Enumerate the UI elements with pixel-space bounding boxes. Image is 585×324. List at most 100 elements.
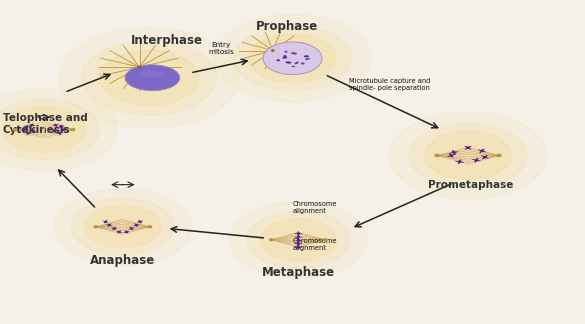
Circle shape [467, 147, 469, 148]
Ellipse shape [119, 230, 121, 232]
Ellipse shape [56, 133, 60, 134]
Circle shape [148, 226, 152, 228]
Ellipse shape [140, 222, 142, 223]
Ellipse shape [452, 154, 455, 156]
Text: Telophase and
Cytokinesis: Telophase and Cytokinesis [3, 113, 88, 134]
Ellipse shape [30, 130, 33, 131]
Ellipse shape [474, 160, 477, 163]
Circle shape [139, 221, 141, 222]
Circle shape [229, 202, 367, 278]
Ellipse shape [305, 58, 310, 60]
Ellipse shape [301, 62, 305, 64]
Ellipse shape [299, 240, 302, 241]
Ellipse shape [298, 238, 299, 240]
Ellipse shape [60, 133, 61, 135]
Ellipse shape [63, 129, 67, 130]
Ellipse shape [104, 222, 106, 223]
Circle shape [130, 228, 132, 229]
Text: Chromosome
alignment: Chromosome alignment [292, 238, 337, 251]
Ellipse shape [61, 128, 63, 130]
Ellipse shape [455, 161, 459, 162]
Circle shape [271, 50, 274, 51]
Ellipse shape [129, 227, 132, 228]
Circle shape [459, 161, 460, 162]
Circle shape [497, 155, 501, 156]
Ellipse shape [115, 228, 117, 229]
Ellipse shape [51, 131, 54, 132]
Ellipse shape [294, 240, 298, 241]
Ellipse shape [481, 156, 484, 157]
Ellipse shape [298, 231, 299, 234]
Ellipse shape [298, 241, 299, 243]
Circle shape [71, 198, 174, 255]
Circle shape [249, 34, 336, 82]
Ellipse shape [482, 149, 484, 151]
Circle shape [82, 40, 216, 115]
Circle shape [109, 225, 110, 226]
Ellipse shape [29, 124, 32, 125]
Ellipse shape [298, 242, 299, 244]
Circle shape [481, 150, 483, 151]
Ellipse shape [127, 231, 129, 232]
Ellipse shape [136, 225, 138, 227]
Ellipse shape [106, 224, 109, 225]
Ellipse shape [476, 158, 479, 160]
Ellipse shape [138, 71, 164, 78]
Text: Anaphase: Anaphase [90, 254, 156, 267]
Circle shape [126, 231, 128, 232]
Circle shape [136, 225, 137, 226]
Circle shape [55, 125, 57, 126]
Circle shape [450, 155, 452, 156]
Ellipse shape [298, 244, 299, 246]
Ellipse shape [129, 228, 131, 229]
Ellipse shape [299, 243, 302, 244]
Ellipse shape [123, 232, 126, 233]
Text: Metaphase: Metaphase [262, 266, 335, 279]
Ellipse shape [477, 160, 481, 161]
Ellipse shape [33, 131, 37, 132]
Ellipse shape [284, 51, 288, 53]
Ellipse shape [33, 129, 35, 131]
Ellipse shape [108, 225, 109, 227]
Ellipse shape [291, 52, 295, 54]
Circle shape [297, 240, 300, 241]
Ellipse shape [485, 157, 488, 159]
Ellipse shape [54, 123, 56, 125]
Ellipse shape [455, 151, 459, 153]
Circle shape [60, 126, 62, 127]
Circle shape [390, 112, 546, 199]
Ellipse shape [117, 232, 119, 234]
Ellipse shape [299, 247, 302, 248]
Ellipse shape [138, 220, 140, 222]
Ellipse shape [485, 155, 488, 157]
Circle shape [138, 66, 141, 68]
Ellipse shape [135, 224, 136, 225]
Circle shape [31, 125, 33, 126]
Circle shape [105, 221, 106, 222]
Ellipse shape [61, 126, 64, 127]
Text: Entry
mitosis: Entry mitosis [208, 42, 234, 55]
Ellipse shape [32, 123, 33, 125]
Ellipse shape [125, 230, 126, 232]
Ellipse shape [114, 227, 116, 228]
Ellipse shape [30, 125, 32, 127]
Ellipse shape [109, 225, 112, 226]
Text: Prometaphase: Prometaphase [428, 180, 514, 191]
Ellipse shape [283, 55, 287, 57]
Circle shape [27, 133, 29, 134]
Ellipse shape [23, 130, 25, 132]
Ellipse shape [119, 232, 122, 233]
Ellipse shape [61, 127, 63, 129]
Ellipse shape [109, 224, 111, 225]
Ellipse shape [478, 149, 482, 151]
Ellipse shape [32, 125, 35, 126]
Ellipse shape [304, 55, 309, 57]
Ellipse shape [25, 127, 27, 129]
Ellipse shape [28, 133, 32, 134]
Ellipse shape [449, 153, 451, 156]
Ellipse shape [54, 130, 58, 131]
Circle shape [324, 239, 327, 241]
Circle shape [71, 129, 75, 131]
Ellipse shape [28, 132, 29, 133]
Ellipse shape [58, 132, 60, 133]
